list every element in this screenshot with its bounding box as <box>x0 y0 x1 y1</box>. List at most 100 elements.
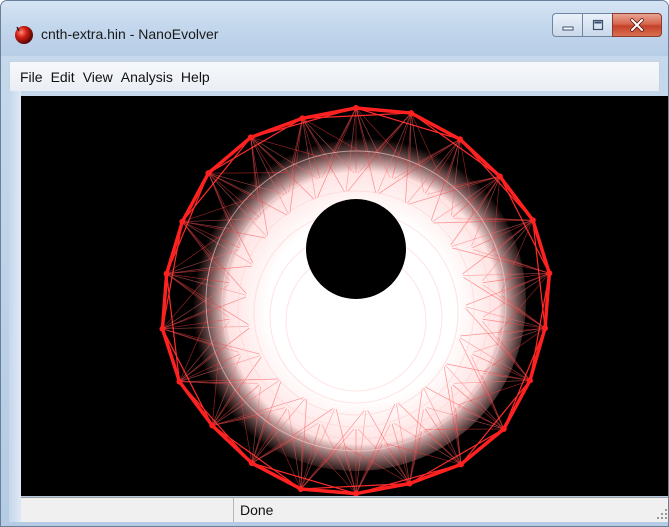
bond-line <box>498 327 546 336</box>
bond-line <box>409 431 422 484</box>
menu-edit[interactable]: Edit <box>50 68 75 85</box>
atom-node <box>297 485 304 492</box>
maximize-button[interactable] <box>582 13 612 37</box>
close-button[interactable] <box>612 13 662 37</box>
menu-help[interactable]: Help <box>180 68 210 85</box>
nanotube-hole <box>306 199 406 299</box>
menu-analysis[interactable]: Analysis <box>120 68 173 85</box>
bond-line <box>250 137 319 180</box>
bond-line <box>482 220 534 282</box>
menu-file[interactable]: File <box>20 68 43 85</box>
bond-line <box>166 266 214 275</box>
maximize-icon <box>592 19 603 31</box>
bond-line <box>371 112 412 157</box>
bond-line <box>212 384 260 426</box>
bond-line <box>408 176 500 205</box>
bond-line <box>162 318 230 330</box>
bond-line <box>377 112 412 194</box>
bond-line <box>426 176 500 195</box>
bond-line <box>302 118 355 174</box>
bond-line <box>465 272 550 306</box>
bond-line <box>166 273 230 284</box>
bond-line <box>300 410 365 490</box>
bond-line <box>179 320 230 382</box>
minimize-icon <box>562 26 573 31</box>
atom-node <box>176 378 183 385</box>
bond-line <box>250 137 288 194</box>
inner-shell-ring <box>205 150 507 452</box>
molecule-viewport[interactable] <box>21 96 669 496</box>
minimize-button[interactable] <box>552 13 582 37</box>
bond-line <box>162 296 247 330</box>
bond-line <box>355 403 396 494</box>
bond-line <box>302 118 321 179</box>
nanotube-render[interactable] <box>21 96 669 496</box>
bond-line <box>182 221 240 249</box>
status-bar: Done <box>21 497 668 522</box>
bond-line <box>302 118 368 156</box>
bond-line <box>472 353 531 381</box>
bond-line <box>300 408 335 490</box>
atom-node <box>546 270 553 277</box>
bond-line <box>397 402 462 465</box>
bond-line <box>463 276 546 329</box>
bond-line <box>300 399 307 489</box>
bond-line <box>179 327 250 382</box>
bond-line <box>494 254 550 274</box>
bond-line <box>482 272 550 318</box>
bond-line <box>410 113 424 193</box>
atom-node <box>542 325 549 332</box>
bond-line <box>454 218 533 221</box>
bond-line <box>460 380 531 465</box>
bond-line <box>166 172 210 275</box>
bond-line <box>251 435 301 464</box>
bond-line <box>302 112 412 119</box>
bond-line <box>208 172 267 237</box>
bond-line <box>455 407 462 465</box>
bond-line <box>251 386 261 464</box>
atom-node <box>496 173 503 180</box>
bond-line <box>471 176 501 247</box>
atom-node <box>163 270 170 277</box>
bond-line <box>321 107 357 178</box>
title-bar[interactable]: cnth-extra.hin - NanoEvolver <box>1 1 668 56</box>
bond-line <box>472 219 534 249</box>
menu-view[interactable]: View <box>82 68 113 85</box>
bond-line <box>391 423 410 484</box>
nanotube-glow <box>186 131 526 471</box>
atom-node <box>247 134 254 141</box>
bond-line <box>426 407 504 430</box>
bond-line <box>473 327 546 353</box>
bond-line <box>179 381 237 385</box>
menu-bar: File Edit View Analysis Help <box>9 61 660 91</box>
bond-line <box>345 107 357 192</box>
bond-line <box>166 273 211 307</box>
bond-line <box>335 409 357 494</box>
bond-line <box>411 138 461 167</box>
bond-line <box>211 355 241 426</box>
bond-line <box>182 218 258 223</box>
bond-line <box>212 414 265 426</box>
bond-line <box>162 328 218 348</box>
bond-line <box>179 355 261 382</box>
bond-line <box>251 381 282 464</box>
bond-line <box>182 221 247 294</box>
atom-node <box>456 136 463 143</box>
bond-line <box>290 118 303 171</box>
resize-grip-icon[interactable] <box>656 508 668 520</box>
atom-node <box>529 217 536 224</box>
bond-line <box>251 408 288 464</box>
bond-line <box>179 381 258 384</box>
atom-node <box>205 170 212 177</box>
bond-line <box>166 273 230 318</box>
bond-line <box>393 138 461 180</box>
bond-line <box>391 112 412 179</box>
window-title: cnth-extra.hin - NanoEvolver <box>41 26 219 42</box>
bond-line <box>475 217 533 221</box>
bond-line <box>482 318 546 329</box>
status-pane-left <box>21 498 234 522</box>
red-sphere-app-icon[interactable] <box>13 23 35 45</box>
bond-line <box>182 221 230 230</box>
inner-shell-ring <box>237 190 475 428</box>
